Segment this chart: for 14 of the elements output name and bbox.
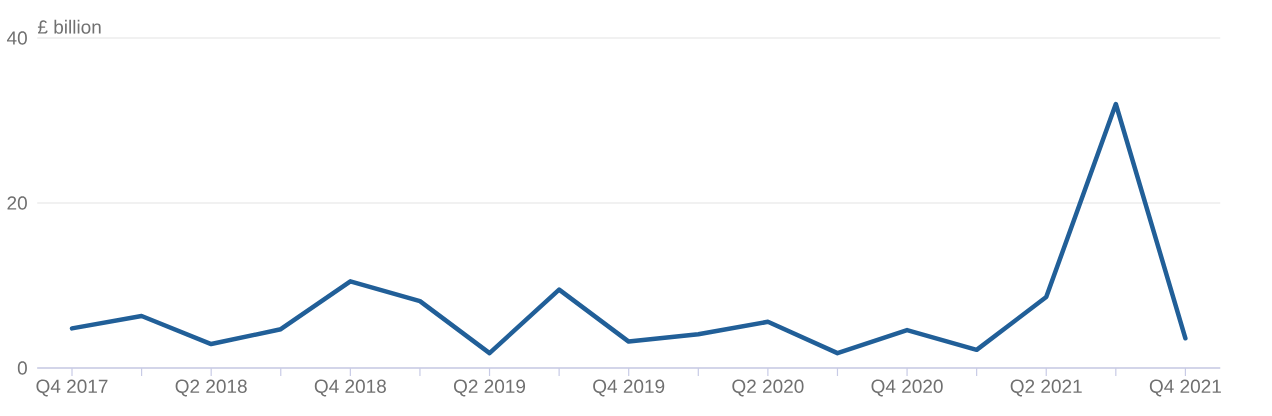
x-tick-label: Q2 2021 (1010, 379, 1082, 397)
x-tick-label: Q4 2021 (1149, 379, 1221, 397)
x-tick-label: Q2 2019 (453, 379, 526, 397)
y-tick-label: 20 (7, 196, 27, 210)
x-tick-label: Q2 2018 (175, 379, 247, 397)
y-tick-label: 0 (17, 361, 27, 375)
x-tick-label: Q4 2018 (314, 379, 386, 397)
y-axis-title: £ billion (37, 19, 101, 34)
x-tick-label: Q2 2020 (732, 379, 804, 397)
y-tick-label: 40 (6, 31, 27, 45)
line-series (69, 101, 1188, 356)
x-tick-label: Q4 2017 (36, 379, 108, 397)
x-tick-label: Q4 2020 (871, 379, 943, 397)
x-tick-label: Q4 2019 (593, 379, 665, 397)
